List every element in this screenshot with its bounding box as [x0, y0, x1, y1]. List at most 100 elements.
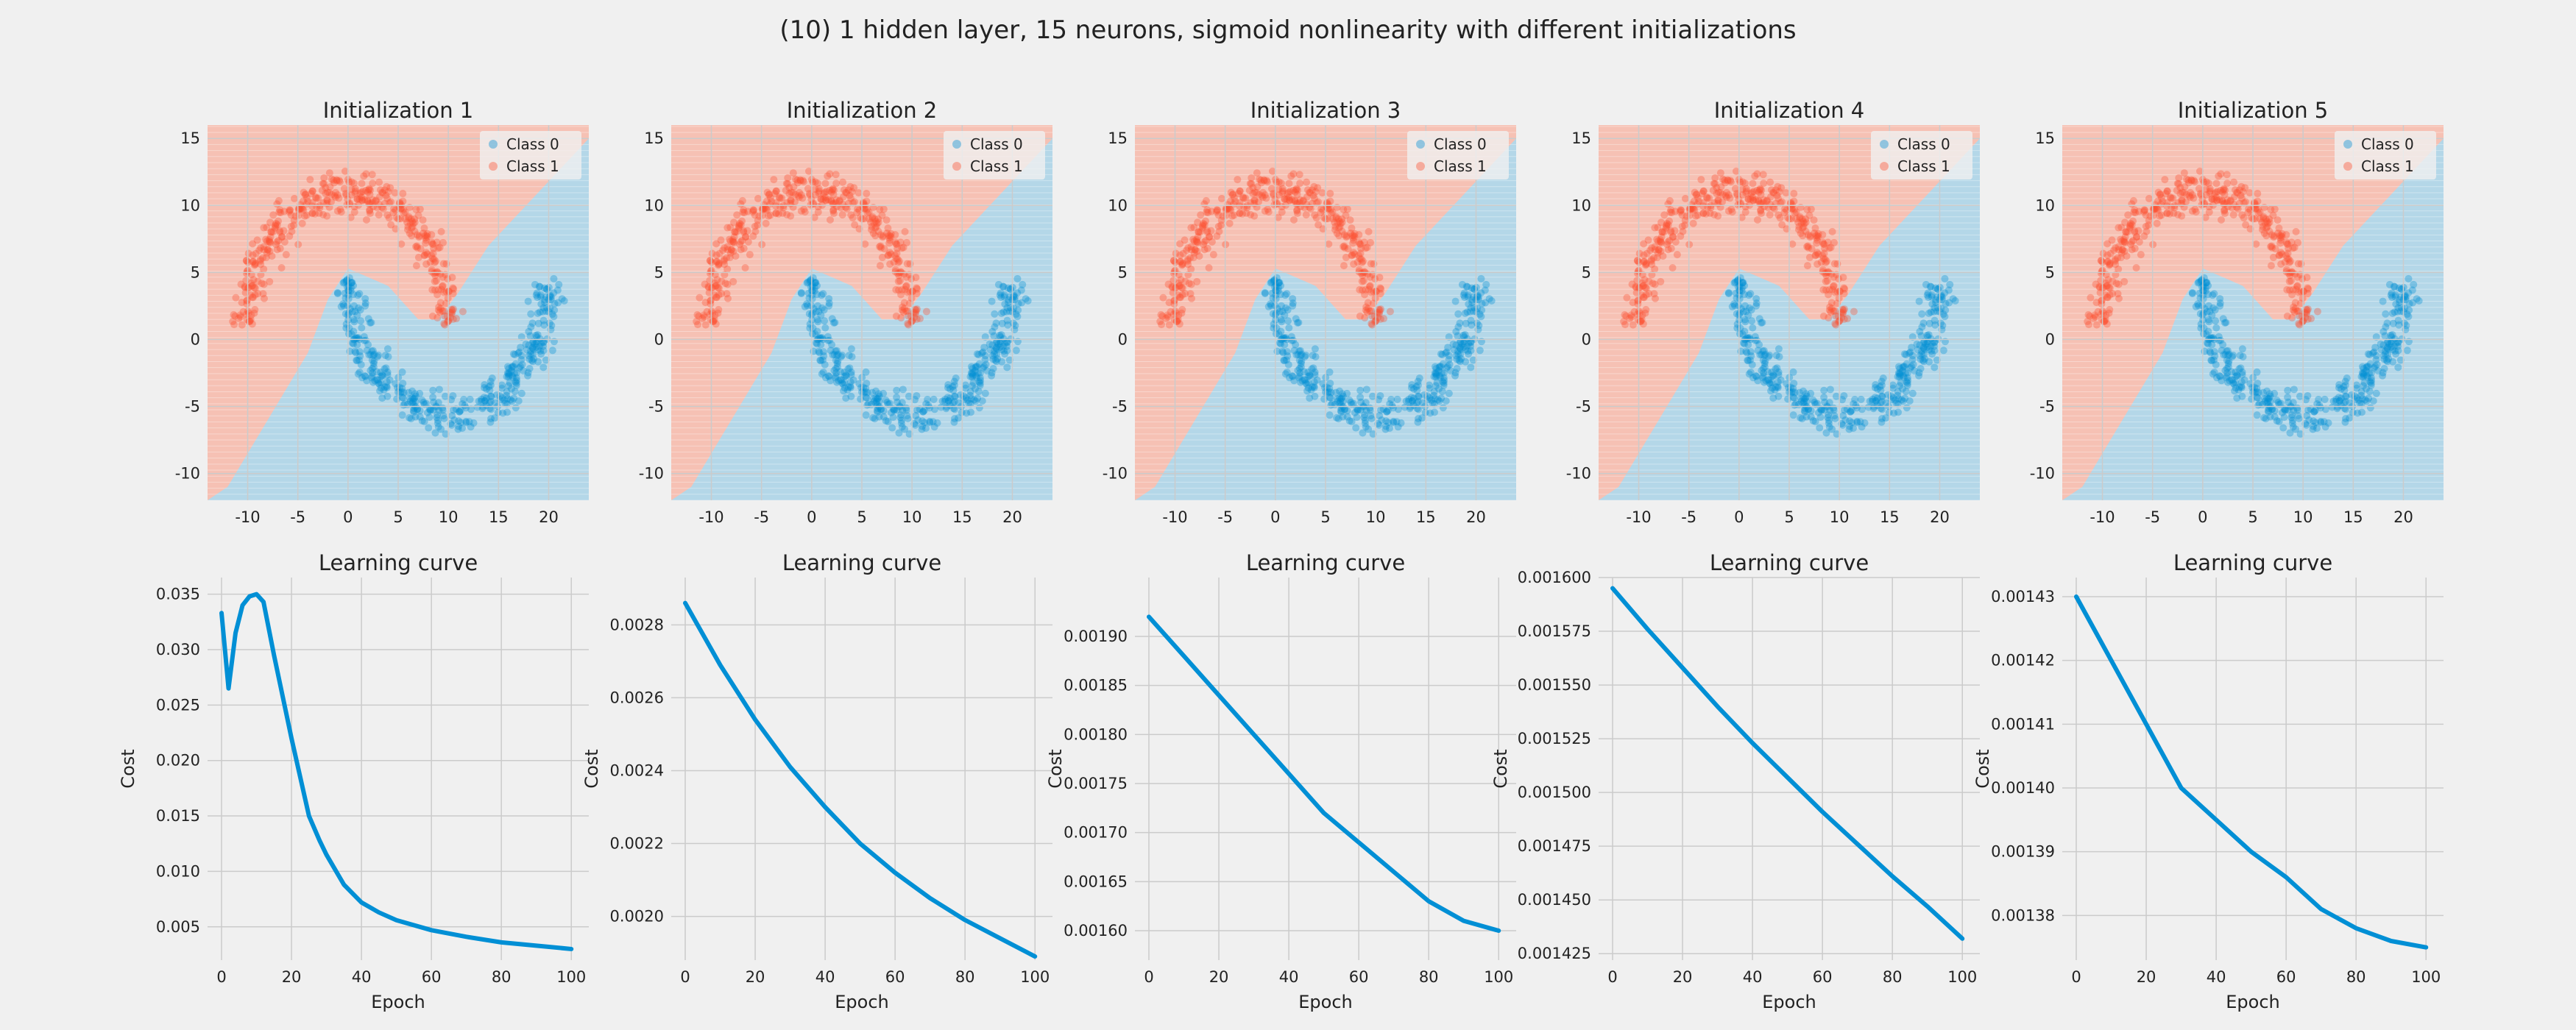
class-1-point — [1165, 299, 1173, 307]
legend-label-class-0: Class 0 — [1897, 135, 1950, 153]
class-1-point — [2291, 305, 2299, 313]
class-0-point — [1823, 403, 1831, 411]
class-0-point — [1288, 372, 1296, 380]
class-0-point — [1473, 319, 1481, 327]
class-0-point — [2397, 285, 2405, 293]
class-0-point — [968, 370, 976, 378]
class-1-point — [2287, 277, 2295, 285]
class-0-point — [554, 299, 562, 307]
class-0-point — [350, 282, 358, 290]
class-0-point — [522, 340, 530, 348]
class-0-point — [1283, 290, 1291, 298]
class-0-point — [442, 430, 450, 438]
class-1-point — [1724, 177, 1732, 185]
y-tick-label: -10 — [639, 465, 664, 483]
class-1-point — [2208, 195, 2216, 203]
class-1-point — [2218, 196, 2226, 205]
class-0-point — [832, 364, 840, 372]
class-0-point — [1425, 381, 1433, 389]
class-0-point — [1273, 324, 1281, 332]
class-0-point — [2218, 347, 2226, 355]
class-0-point — [986, 340, 994, 348]
class-0-point — [1382, 417, 1390, 425]
class-1-point — [1749, 180, 1757, 188]
class-1-point — [1293, 206, 1301, 214]
class-0-point — [893, 386, 901, 394]
class-0-point — [1432, 370, 1440, 378]
subplot-title: Learning curve — [782, 550, 941, 575]
class-1-point — [765, 191, 773, 199]
class-1-point — [1363, 308, 1371, 316]
class-1-point — [1819, 266, 1827, 274]
class-0-point — [1462, 283, 1471, 291]
class-0-point — [517, 363, 525, 371]
class-0-point — [529, 345, 537, 353]
class-1-point — [1830, 273, 1838, 281]
class-1-point — [1767, 186, 1775, 194]
class-1-point — [706, 257, 714, 265]
class-1-point — [328, 175, 336, 183]
class-1-point — [861, 240, 869, 248]
class-0-point — [862, 385, 870, 393]
class-1-point — [414, 253, 422, 261]
class-1-point — [1254, 198, 1262, 206]
class-1-point — [2085, 321, 2093, 329]
class-1-point — [1208, 238, 1216, 246]
class-0-point — [1736, 324, 1744, 332]
class-1-point — [449, 284, 457, 292]
class-1-point — [273, 238, 281, 246]
class-1-point — [1641, 276, 1649, 284]
class-0-point — [539, 308, 547, 316]
class-0-point — [825, 372, 833, 380]
class-0-point — [2219, 315, 2227, 323]
class-0-point — [540, 299, 548, 307]
class-0-point — [1730, 300, 1738, 308]
class-0-point — [1758, 319, 1766, 327]
class-0-point — [1735, 295, 1744, 303]
class-0-point — [1473, 293, 1482, 301]
y-tick-label: 5 — [1118, 263, 1128, 281]
y-tick-label: 15 — [1108, 129, 1128, 147]
class-0-point — [558, 295, 566, 303]
class-1-point — [1326, 190, 1334, 198]
x-tick-label: 5 — [2248, 508, 2257, 526]
class-0-point — [1843, 405, 1851, 413]
class-1-point — [434, 291, 442, 299]
class-1-point — [1243, 204, 1251, 212]
class-0-point — [1807, 413, 1815, 421]
class-1-point — [885, 236, 894, 244]
class-0-point — [378, 394, 386, 402]
class-1-point — [1691, 206, 1699, 214]
class-0-point — [1333, 395, 1341, 403]
class-1-point — [1667, 206, 1675, 214]
class-1-point — [1289, 170, 1298, 178]
class-1-point — [723, 254, 731, 262]
class-1-point — [731, 228, 739, 236]
class-0-point — [1445, 333, 1453, 341]
class-0-point — [1267, 279, 1275, 287]
class-0-point — [946, 394, 954, 402]
class-0-point — [1906, 349, 1914, 358]
class-1-point — [1332, 214, 1340, 222]
class-0-point — [1281, 304, 1289, 312]
class-1-point — [259, 290, 267, 298]
x-tick-label: 5 — [857, 508, 866, 526]
class-0-point — [432, 403, 440, 411]
class-1-point — [265, 235, 273, 244]
class-0-point — [1282, 356, 1290, 364]
class-0-point — [1774, 383, 1782, 391]
class-0-point — [883, 398, 891, 406]
class-1-point — [2233, 188, 2241, 196]
class-1-point — [1303, 186, 1312, 194]
class-0-point — [1764, 352, 1772, 360]
class-0-point — [2218, 377, 2226, 385]
class-0-point — [926, 419, 934, 427]
class-1-point — [356, 190, 364, 198]
class-1-point — [1651, 294, 1659, 302]
cost-line — [683, 600, 1038, 959]
class-1-point — [1707, 204, 1715, 212]
class-0-point — [524, 369, 532, 377]
class-0-point — [2370, 348, 2378, 356]
class-1-point — [2097, 257, 2105, 265]
